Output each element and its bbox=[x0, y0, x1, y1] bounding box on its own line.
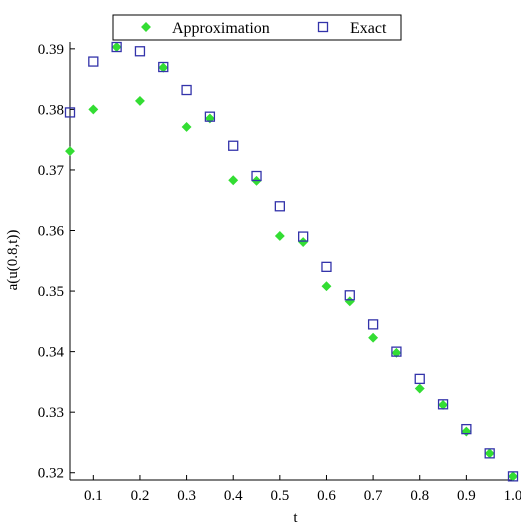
y-tick-label: 0.35 bbox=[38, 284, 64, 300]
y-tick-label: 0.38 bbox=[38, 102, 64, 118]
approximation-point bbox=[368, 332, 379, 343]
approximation-point bbox=[508, 471, 518, 482]
exact-point bbox=[484, 448, 495, 459]
exact-point bbox=[391, 346, 402, 357]
x-tick-label: 1.0 bbox=[504, 488, 521, 504]
x-tick-label: 0.2 bbox=[131, 488, 150, 504]
exact-point bbox=[204, 111, 216, 122]
y-tick-label: 0.37 bbox=[38, 163, 65, 179]
legend-exact-marker bbox=[317, 21, 329, 33]
y-tick-label: 0.33 bbox=[38, 405, 64, 421]
exact-point bbox=[158, 61, 169, 73]
approximation-point bbox=[438, 399, 449, 410]
exact-point bbox=[181, 84, 192, 96]
legend: Approximation Exact bbox=[112, 14, 402, 41]
y-tick-label: 0.34 bbox=[38, 345, 65, 361]
approximation-point bbox=[391, 347, 402, 358]
exact-point bbox=[88, 56, 99, 67]
tick-labels: 0.1 0.2 0.3 0.4 0.5 0.6 0.7 0.8 0.9 1.0 0.32 0.33 0.… bbox=[38, 42, 521, 504]
legend-box bbox=[112, 14, 402, 41]
x-tick-label: 0.7 bbox=[364, 488, 383, 504]
x-tick-label: 0.6 bbox=[317, 488, 336, 504]
approximation-point bbox=[298, 237, 309, 247]
approximation-point bbox=[414, 383, 425, 394]
approximation-point bbox=[65, 146, 75, 157]
exact-point bbox=[321, 261, 332, 272]
exact-point bbox=[298, 231, 309, 242]
x-tick-label: 0.5 bbox=[270, 488, 289, 504]
exact-point bbox=[228, 140, 239, 151]
approximation-point bbox=[228, 175, 239, 186]
approximation-point bbox=[204, 113, 215, 124]
approximation-point bbox=[484, 448, 495, 459]
data-series bbox=[64, 41, 519, 482]
approximation-point bbox=[158, 62, 169, 73]
exact-point bbox=[134, 46, 146, 57]
exact-point bbox=[64, 107, 76, 118]
legend-exact-label: Exact bbox=[350, 20, 387, 37]
legend-approximation-label: Approximation bbox=[172, 20, 270, 37]
x-tick-label: 0.9 bbox=[457, 488, 476, 504]
approximation-point bbox=[181, 122, 192, 132]
exact-point bbox=[344, 290, 355, 301]
exact-point bbox=[437, 399, 449, 410]
approximation-point bbox=[88, 104, 99, 115]
x-tick-label: 0.8 bbox=[410, 488, 429, 504]
approximation-point bbox=[344, 296, 355, 307]
approximation-point bbox=[134, 95, 145, 106]
x-tick-label: 0.1 bbox=[84, 488, 103, 504]
exact-point bbox=[111, 41, 122, 53]
y-tick-label: 0.32 bbox=[38, 466, 64, 482]
y-tick-label: 0.36 bbox=[38, 224, 65, 240]
exact-point bbox=[367, 319, 379, 330]
approximation-point bbox=[461, 426, 472, 437]
approximation-point bbox=[321, 281, 332, 292]
x-tick-label: 0.3 bbox=[177, 488, 196, 504]
approximation-point bbox=[111, 42, 122, 52]
y-axis-title: a(u(0.8,t)) bbox=[5, 230, 21, 291]
exact-point bbox=[251, 170, 262, 182]
plot-axes bbox=[69, 42, 513, 481]
exact-point bbox=[274, 201, 285, 212]
y-tick-label: 0.39 bbox=[38, 42, 64, 58]
exact-point bbox=[414, 373, 425, 385]
exact-point bbox=[507, 471, 519, 482]
x-tick-label: 0.4 bbox=[224, 488, 243, 504]
exact-point bbox=[461, 423, 472, 435]
legend-approximation-marker bbox=[141, 22, 151, 32]
tick-marks bbox=[70, 48, 514, 480]
approximation-point bbox=[274, 231, 285, 241]
x-axis-title: t bbox=[293, 510, 298, 525]
